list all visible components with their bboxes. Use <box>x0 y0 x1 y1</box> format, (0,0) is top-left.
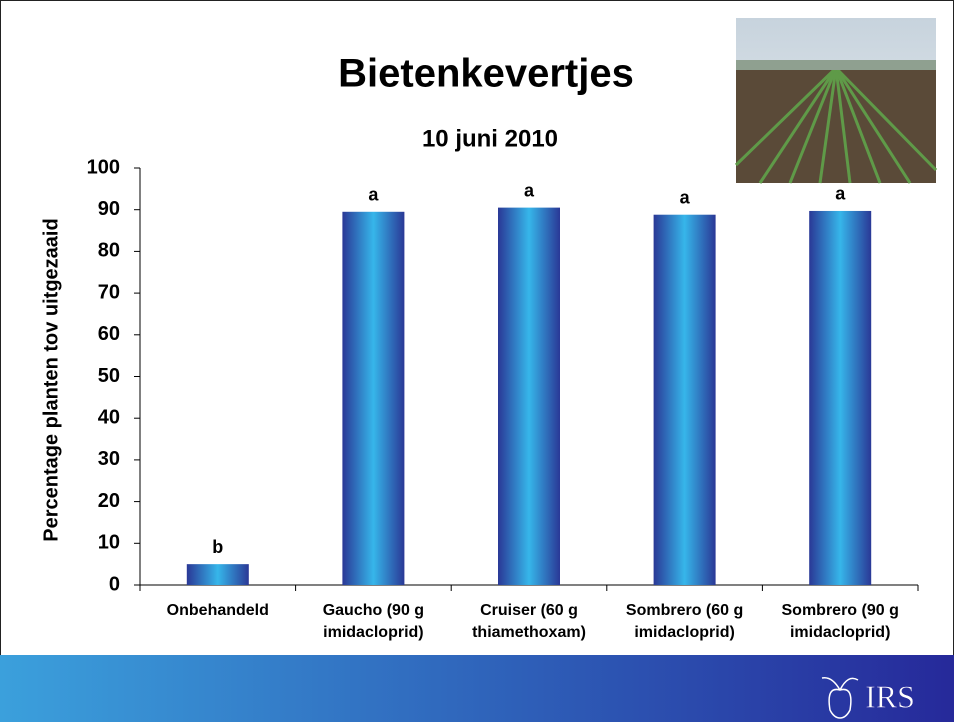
bar <box>186 564 249 585</box>
bar <box>498 207 560 586</box>
logo-text: IRS <box>865 678 915 714</box>
x-tick-label: Sombrero (60 g imidacloprid) <box>625 602 744 641</box>
chart-subtitle: 10 juni 2010 <box>422 125 558 152</box>
bar <box>342 211 405 585</box>
logo-icon <box>821 677 859 719</box>
x-tick-label: Gaucho (90 g imidacloprid) <box>322 602 425 641</box>
y-tick-label: 40 <box>98 406 120 428</box>
x-tick-label: Sombrero (90 g imidacloprid) <box>781 602 899 641</box>
significance-letter: a <box>680 187 691 207</box>
y-tick-label: 0 <box>109 573 120 595</box>
y-tick-label: 30 <box>98 448 120 470</box>
y-axis-title: Percentage planten tov uitgezaaid <box>40 218 62 541</box>
y-tick-label: 20 <box>98 490 120 512</box>
y-tick-label: 50 <box>98 365 120 387</box>
significance-letter: a <box>368 185 379 205</box>
bar <box>653 214 716 586</box>
y-tick-label: 10 <box>98 532 120 554</box>
bar <box>809 210 872 586</box>
x-tick-label: Onbehandeld <box>166 602 269 619</box>
chart-title: Bietenkevertjes <box>338 52 634 96</box>
y-tick-label: 100 <box>87 156 120 178</box>
y-tick-label: 60 <box>98 323 120 345</box>
significance-letter: a <box>524 180 535 200</box>
significance-letter: a <box>835 184 846 204</box>
field-photo <box>734 18 938 184</box>
y-tick-label: 80 <box>98 240 120 262</box>
y-tick-label: 90 <box>98 198 120 220</box>
x-tick-label: Cruiser (60 g thiamethoxam) <box>472 602 586 641</box>
footer-band <box>0 655 954 722</box>
y-tick-label: 70 <box>98 281 120 303</box>
significance-letter: b <box>212 537 223 557</box>
